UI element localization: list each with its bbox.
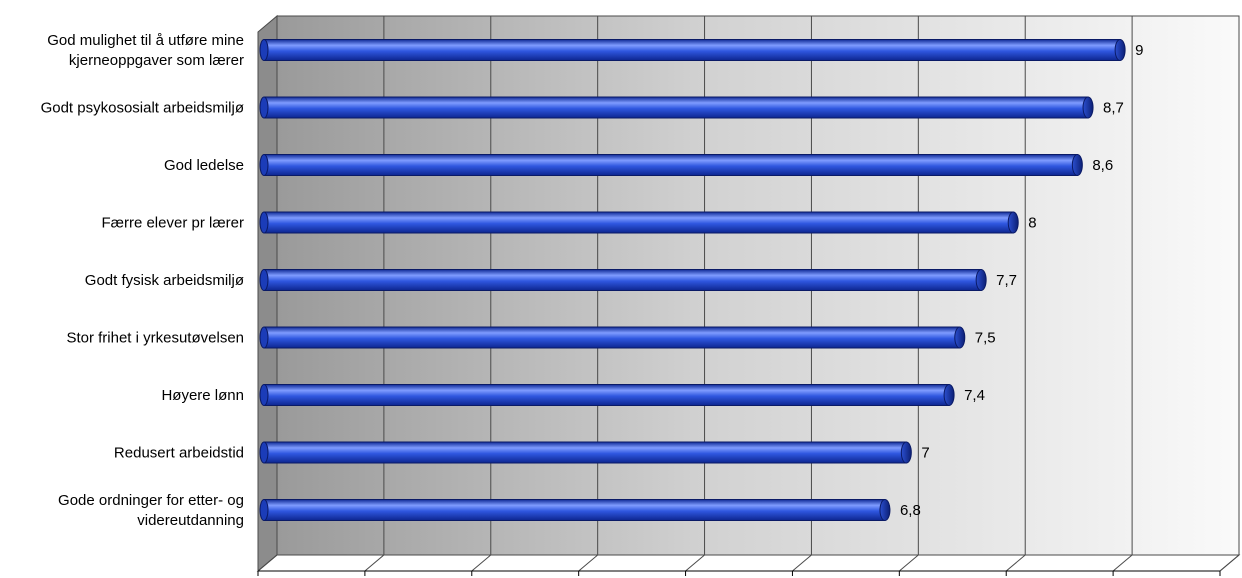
floor-gridline	[1112, 554, 1133, 572]
bar-start-cap	[259, 326, 269, 349]
data-label: 8,7	[1103, 100, 1124, 117]
bar	[259, 269, 987, 291]
bar-body	[263, 384, 950, 406]
bar	[259, 96, 1094, 119]
bar-end-cap	[954, 326, 966, 349]
bar-end-cap	[1071, 154, 1083, 176]
bar	[259, 154, 1083, 176]
bar-body	[263, 269, 982, 291]
category-label: Godt psykososialt arbeidsmiljø	[41, 100, 244, 117]
category-label-line: God ledelse	[164, 157, 244, 174]
bar-start-cap	[259, 211, 269, 234]
bar-start-cap	[259, 499, 269, 521]
bar	[259, 211, 1019, 234]
floor-gridline	[257, 554, 278, 572]
bar-end-cap	[943, 384, 955, 406]
floor-gridline	[578, 554, 598, 572]
category-label: Høyere lønn	[161, 387, 244, 404]
floor	[256, 554, 1241, 572]
bar-start-cap	[259, 441, 269, 464]
bar-start-cap	[259, 39, 269, 61]
category-label-line: kjerneoppgaver som lærer	[69, 52, 244, 69]
category-label: God ledelse	[164, 157, 244, 174]
bar-body	[263, 326, 961, 349]
bar-start-cap	[259, 269, 269, 291]
floor-gridline	[685, 554, 705, 572]
category-label: Redusert arbeidstid	[114, 445, 244, 462]
category-label-line: Gode ordninger for etter- og	[58, 492, 244, 509]
category-label-line: Høyere lønn	[161, 387, 244, 404]
bar-end-cap	[1007, 211, 1019, 234]
floor-gridline	[364, 554, 385, 572]
bar-end-cap	[879, 499, 891, 521]
bar	[259, 39, 1126, 61]
bar-body	[263, 211, 1014, 234]
category-label-line: Færre elever pr lærer	[101, 215, 244, 232]
bar	[259, 384, 955, 406]
bar-body	[263, 39, 1121, 61]
data-label: 7,4	[964, 387, 985, 404]
labels: 123456789109God mulighet til å utføre mi…	[41, 32, 1144, 529]
category-label-line: Redusert arbeidstid	[114, 445, 244, 462]
data-label: 7,5	[975, 330, 996, 347]
bar-end-cap	[975, 269, 987, 291]
data-label: 7	[921, 445, 929, 462]
category-label-line: Godt psykososialt arbeidsmiljø	[41, 100, 244, 117]
bar-start-cap	[259, 384, 269, 406]
data-label: 6,8	[900, 502, 921, 519]
bar	[259, 499, 891, 521]
bar	[259, 441, 912, 464]
bar-end-cap	[1082, 96, 1094, 119]
bar-start-cap	[259, 96, 269, 119]
category-label-line: videreutdanning	[137, 512, 244, 529]
category-label: Stor frihet i yrkesutøvelsen	[66, 330, 244, 347]
category-label: Færre elever pr lærer	[101, 215, 244, 232]
bar-body	[263, 499, 886, 521]
bar-body	[263, 154, 1078, 176]
category-label-line: Godt fysisk arbeidsmiljø	[85, 272, 244, 289]
data-label: 7,7	[996, 272, 1017, 289]
data-label: 8	[1028, 215, 1036, 232]
category-label: God mulighet til å utføre mine kjerneoppg…	[47, 32, 244, 69]
floor-gridline	[1005, 554, 1026, 572]
data-label: 8,6	[1092, 157, 1113, 174]
category-label-line: God mulighet til å utføre mine	[47, 32, 244, 49]
data-label: 9	[1135, 42, 1143, 59]
floor-gridline	[899, 554, 919, 572]
floor-gridline	[471, 554, 492, 572]
bar-start-cap	[259, 154, 269, 176]
bar-end-cap	[900, 441, 912, 464]
category-label: Godt fysisk arbeidsmiljø	[85, 272, 244, 289]
floor-gridline	[792, 554, 812, 572]
bar-end-cap	[1114, 39, 1126, 61]
bar-body	[263, 96, 1089, 119]
category-label-line: Stor frihet i yrkesutøvelsen	[66, 330, 244, 347]
bars	[259, 39, 1126, 521]
category-label: Gode ordninger for etter- og videreutdann…	[58, 492, 244, 529]
bar-body	[263, 441, 907, 464]
floor-gridline	[1219, 554, 1240, 572]
bar	[259, 326, 966, 349]
